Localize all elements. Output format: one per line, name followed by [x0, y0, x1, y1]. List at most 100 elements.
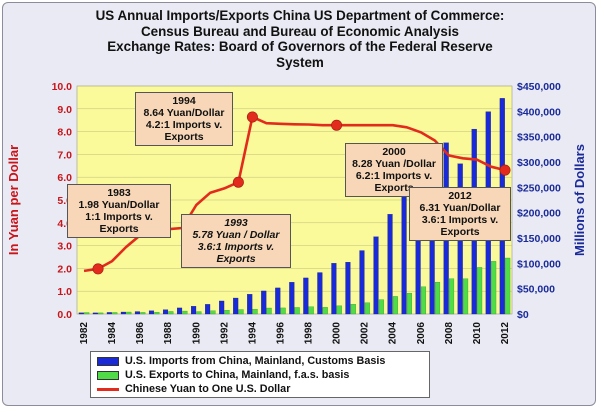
right-tick-label: $150,000: [517, 233, 561, 245]
left-tick-label: 7.0: [57, 149, 72, 161]
annotation-1994: 1994 8.64 Yuan/Dollar 4.2:1 Imports v. E…: [135, 92, 233, 146]
bar-exports: [406, 292, 412, 315]
bar-imports: [162, 309, 169, 315]
title-line: Census Bureau and Bureau of Economic Ana…: [141, 23, 459, 39]
yuan-marker: [499, 164, 511, 176]
bar-imports: [134, 311, 140, 315]
legend-swatch-exports: [97, 370, 119, 380]
bar-imports: [177, 307, 183, 315]
bar-imports: [78, 312, 84, 315]
bar-exports: [322, 307, 328, 315]
x-tick-label: 2006: [416, 322, 427, 345]
bar-exports: [336, 305, 342, 315]
bar-exports: [378, 299, 384, 315]
annotation-line: 1994: [172, 95, 196, 107]
left-tick-label: 3.0: [57, 241, 72, 253]
annotation-line: Exports: [99, 223, 139, 235]
left-tick-label: 1.0: [57, 286, 72, 298]
bar-imports: [120, 311, 126, 315]
bar-imports: [373, 236, 379, 315]
bar-imports: [219, 300, 225, 315]
bar-exports: [266, 307, 272, 315]
bar-exports: [224, 310, 230, 315]
bar-exports: [112, 312, 118, 315]
annotation-line: 8.28 Yuan /Dollar: [352, 158, 436, 170]
annotation-line: 1993: [224, 217, 248, 229]
legend-swatch-imports: [97, 356, 119, 366]
annotation-line: Exports: [216, 253, 256, 265]
annotation-line: 1.98 Yuan/Dollar: [78, 199, 160, 211]
annotation-line: 8.64 Yuan/Dollar: [143, 107, 225, 119]
bar-exports: [252, 309, 258, 315]
annotation-line: 3.6:1 Imports v.: [421, 214, 499, 226]
bar-imports: [275, 287, 281, 315]
annotation-line: Exports: [374, 182, 414, 194]
yuan-marker: [246, 111, 258, 123]
yuan-marker: [92, 263, 104, 275]
bar-exports: [420, 286, 427, 315]
annotation-line: Exports: [440, 226, 480, 238]
x-tick-label: 2000: [332, 322, 343, 345]
annotation-line: 1:1 Imports v.: [85, 211, 153, 223]
x-tick-label: 1984: [107, 322, 118, 345]
left-tick-label: 10.0: [52, 81, 73, 93]
yuan-marker: [232, 176, 244, 188]
bar-imports: [247, 294, 253, 315]
x-tick-label: 2012: [500, 322, 511, 345]
annotation-line: 2000: [382, 146, 406, 158]
bar-imports: [205, 304, 211, 315]
right-tick-label: $250,000: [517, 182, 561, 194]
right-tick-label: $50,000: [517, 284, 555, 296]
annotation-line: 3.6:1 Imports v.: [197, 241, 275, 253]
legend-label: U.S. Exports to China, Mainland, f.a.s. …: [125, 369, 350, 381]
bar-exports: [126, 311, 132, 315]
bar-imports: [92, 312, 98, 315]
bar-exports: [434, 281, 441, 315]
x-tick-label: 1990: [191, 322, 202, 345]
left-tick-label: 8.0: [57, 127, 72, 139]
bar-exports: [505, 257, 511, 315]
bar-exports: [182, 310, 188, 315]
annotation-1983: 1983 1.98 Yuan/Dollar 1:1 Imports v. Exp…: [67, 184, 171, 238]
bar-imports: [387, 214, 393, 315]
annotation-line: 5.78 Yuan / Dollar: [192, 229, 280, 241]
right-tick-label: $200,000: [517, 208, 561, 220]
bar-imports: [345, 262, 351, 315]
yuan-marker: [331, 119, 343, 131]
chart-title: US Annual Imports/Exports China US Depar…: [0, 8, 600, 70]
bar-imports: [191, 306, 197, 315]
bar-exports: [308, 306, 314, 315]
left-tick-label: 6.0: [57, 172, 72, 184]
x-tick-label: 1982: [79, 322, 90, 345]
bar-imports: [261, 290, 267, 315]
x-tick-label: 1992: [219, 322, 230, 345]
left-tick-label: 2.0: [57, 263, 72, 275]
left-axis-title: In Yuan per Dollar: [6, 145, 21, 255]
right-axis-title: Millions of Dollars: [572, 144, 587, 256]
bar-exports: [392, 296, 398, 315]
bar-imports: [401, 190, 407, 315]
bar-exports: [280, 307, 286, 315]
annotation-2012: 2012 6.31 Yuan/Dollar 3.6:1 Imports v. E…: [409, 187, 511, 241]
bar-exports: [294, 307, 300, 315]
title-line: System: [276, 54, 324, 70]
x-tick-label: 1994: [247, 322, 258, 345]
bar-imports: [331, 263, 337, 315]
right-tick-label: $300,000: [517, 157, 561, 169]
legend-label: U.S. Imports from China, Mainland, Custo…: [125, 355, 386, 367]
title-line: US Annual Imports/Exports China US Depar…: [95, 8, 505, 23]
legend: U.S. Imports from China, Mainland, Custo…: [90, 351, 430, 398]
bar-exports: [449, 278, 455, 315]
title-line: Exchange Rates: Board of Governors of th…: [107, 39, 493, 54]
legend-item-exports: U.S. Exports to China, Mainland, f.a.s. …: [97, 368, 349, 382]
right-tick-label: $450,000: [517, 81, 561, 93]
legend-item-yuan: Chinese Yuan to One U.S. Dollar: [97, 382, 290, 396]
bar-exports: [168, 311, 174, 315]
x-tick-label: 2004: [388, 322, 399, 345]
bar-imports: [233, 297, 239, 315]
bar-exports: [491, 261, 497, 315]
annotation-line: 1983: [107, 187, 131, 199]
annotation-line: 4.2:1 Imports v.: [145, 119, 223, 131]
bar-exports: [210, 310, 216, 315]
bar-imports: [317, 272, 323, 315]
